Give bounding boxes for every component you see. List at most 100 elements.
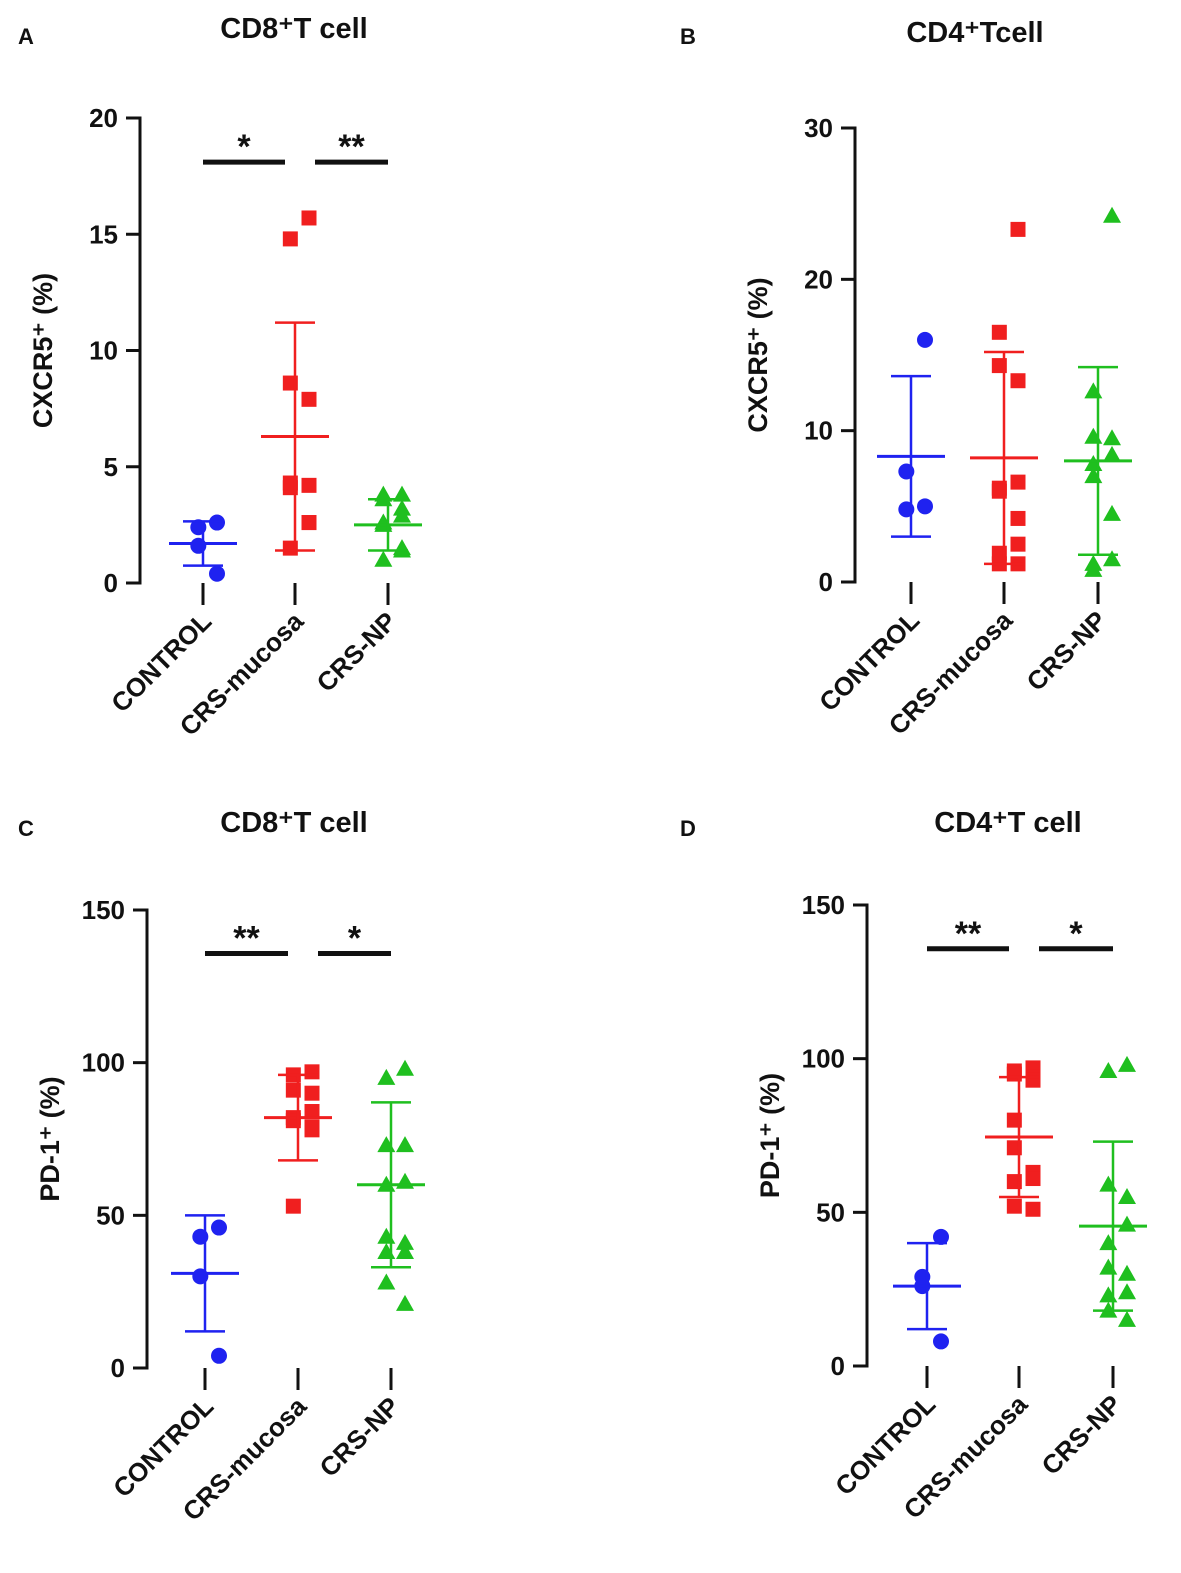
y-tick-label: 30 — [804, 113, 833, 143]
data-point — [1010, 373, 1026, 389]
y-tick-label: 20 — [804, 264, 833, 294]
data-point — [211, 1347, 227, 1364]
data-point — [1025, 1171, 1041, 1187]
error-bar — [371, 1101, 411, 1269]
error-bar — [183, 520, 223, 567]
data-point — [393, 506, 411, 523]
data-point — [304, 1064, 320, 1080]
y-tick-label: 10 — [804, 416, 833, 446]
data-point — [377, 1136, 396, 1153]
data-point — [917, 498, 933, 515]
data-point — [1099, 1061, 1118, 1078]
data-point — [396, 1294, 414, 1311]
panel-letter: C — [18, 816, 34, 841]
data-point — [396, 1059, 414, 1076]
data-point — [1099, 1234, 1118, 1251]
x-tick-label: CRS-NP — [1021, 605, 1113, 697]
x-tick-label: CRS-NP — [1036, 1389, 1128, 1481]
data-point — [933, 1228, 949, 1245]
data-point — [396, 1172, 414, 1189]
data-point — [1025, 1072, 1041, 1088]
y-axis-label: CXCR5⁺ (%) — [28, 273, 58, 428]
significance-label: * — [1069, 915, 1083, 953]
x-tick-label: CRS-NP — [311, 606, 403, 698]
y-tick-label: 0 — [819, 567, 833, 597]
data-point — [1084, 382, 1103, 399]
y-tick-label: 5 — [104, 452, 118, 482]
data-point — [393, 485, 411, 502]
data-point — [301, 210, 317, 226]
panel-title: CD8⁺T cell — [220, 807, 367, 839]
panel-letter: B — [680, 24, 696, 49]
data-point — [301, 515, 317, 531]
data-point — [1010, 536, 1026, 552]
y-tick-label: 20 — [89, 103, 118, 133]
data-point — [1103, 445, 1121, 462]
data-point — [1099, 1175, 1118, 1192]
data-point — [396, 1136, 414, 1153]
error-bar — [984, 350, 1024, 566]
significance-label: ** — [233, 920, 260, 958]
y-axis-label: PD-1⁺ (%) — [755, 1073, 785, 1198]
y-axis-label: PD-1⁺ (%) — [35, 1076, 65, 1201]
y-tick-label: 10 — [89, 336, 118, 366]
data-point — [377, 1068, 396, 1085]
data-point — [396, 1242, 414, 1259]
data-point — [1025, 1201, 1041, 1217]
data-point — [1103, 504, 1121, 521]
data-point — [304, 1104, 320, 1120]
data-point — [1010, 474, 1026, 490]
data-point — [1006, 1198, 1022, 1214]
y-tick-label: 100 — [82, 1048, 125, 1078]
y-tick-label: 0 — [831, 1351, 845, 1381]
data-point — [1118, 1283, 1136, 1300]
y-tick-label: 15 — [89, 219, 118, 249]
data-point — [1118, 1310, 1136, 1327]
data-point — [933, 1333, 949, 1350]
panel-letter: D — [680, 816, 696, 841]
significance-label: * — [237, 128, 251, 166]
data-point — [1084, 554, 1103, 571]
y-tick-label: 0 — [111, 1353, 125, 1383]
y-tick-label: 0 — [104, 568, 118, 598]
y-axis-label: CXCR5⁺ (%) — [743, 277, 773, 432]
data-point — [1010, 510, 1026, 526]
data-point — [396, 1233, 414, 1250]
y-tick-label: 150 — [82, 895, 125, 925]
x-tick-label: CRS-NP — [314, 1391, 406, 1483]
data-point — [301, 477, 317, 493]
data-point — [1084, 427, 1103, 444]
data-point — [1099, 1258, 1118, 1275]
error-bar — [1093, 1140, 1133, 1312]
panel-letter: A — [18, 24, 34, 49]
data-point — [377, 1242, 396, 1259]
data-point — [991, 324, 1007, 340]
y-tick-label: 150 — [802, 890, 845, 920]
error-bar — [999, 1075, 1039, 1199]
error-bar — [278, 1073, 318, 1162]
data-point — [209, 565, 225, 582]
panel-title: CD4⁺Tcell — [906, 17, 1043, 49]
error-bar — [368, 498, 408, 552]
data-point — [1103, 206, 1121, 223]
error-bar — [185, 1214, 225, 1333]
data-point — [377, 1227, 396, 1244]
data-point — [1118, 1187, 1136, 1204]
data-point — [1118, 1264, 1136, 1281]
significance-label: ** — [955, 915, 982, 953]
panel-title: CD4⁺T cell — [934, 807, 1081, 839]
error-bar — [891, 374, 931, 538]
y-tick-label: 50 — [96, 1200, 125, 1230]
data-point — [304, 1122, 320, 1138]
error-bar — [275, 321, 315, 552]
data-point — [282, 231, 298, 247]
error-bar — [907, 1241, 947, 1331]
y-tick-label: 100 — [802, 1044, 845, 1074]
significance-label: ** — [338, 128, 365, 166]
data-point — [211, 1219, 227, 1236]
